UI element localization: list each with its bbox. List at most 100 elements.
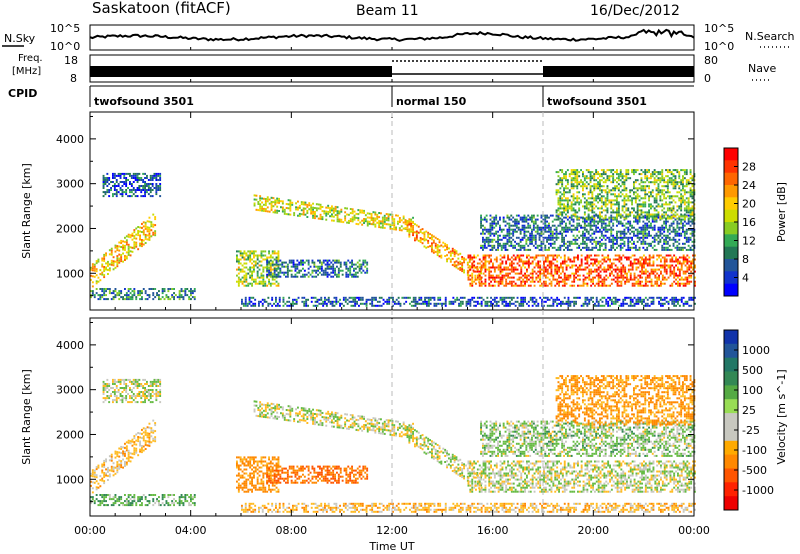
power-cell [637, 258, 640, 261]
power-cell [684, 282, 687, 285]
power-cell [644, 240, 647, 243]
power-cell [648, 187, 650, 190]
power-cell [250, 304, 253, 307]
power-cell [591, 238, 594, 241]
power-cell [641, 270, 643, 273]
power-cell [184, 294, 187, 297]
power-cell [572, 209, 575, 212]
power-cell [589, 205, 592, 208]
power-cell [691, 232, 694, 235]
power-cell [492, 284, 494, 287]
power-cell [661, 226, 664, 229]
power-cell [117, 183, 120, 185]
power-cell [665, 270, 668, 273]
power-cell [324, 296, 326, 299]
power-cell [310, 210, 313, 213]
power-cell [676, 191, 679, 194]
power-cell [523, 214, 526, 217]
power-cell [434, 250, 437, 253]
power-cell [546, 248, 548, 251]
power-cell [127, 243, 130, 246]
power-cell [500, 228, 503, 231]
power-cell [334, 271, 336, 274]
power-cell [488, 262, 491, 265]
power-cell [415, 230, 418, 233]
power-cell [506, 222, 509, 225]
power-cell [680, 222, 683, 225]
power-cell [331, 219, 333, 222]
power-cell [188, 290, 191, 293]
power-cell [592, 270, 594, 273]
power-cell [253, 266, 255, 269]
power-cell [648, 181, 650, 184]
power-cell [636, 189, 639, 192]
power-cell [493, 226, 496, 229]
power-cell [253, 278, 255, 281]
power-cell [363, 211, 365, 214]
power-cell [599, 175, 601, 178]
power-cell [467, 276, 470, 279]
power-cell [661, 209, 664, 212]
power-cell [552, 254, 555, 257]
power-cell [307, 271, 310, 274]
power-cell [567, 274, 570, 277]
power-cell [374, 219, 377, 222]
power-cell [343, 263, 346, 266]
power-cell [583, 234, 586, 237]
power-cell [555, 209, 558, 212]
power-cell [273, 278, 276, 281]
power-cell [480, 260, 483, 263]
power-cell [648, 280, 651, 283]
power-cell [488, 270, 491, 273]
power-cell [133, 247, 136, 250]
power-cell [268, 280, 270, 283]
power-cell [310, 204, 313, 207]
power-cell [522, 280, 525, 283]
power-cell [591, 248, 594, 251]
power-cell [247, 282, 250, 285]
power-cell [236, 258, 238, 261]
power-cell [576, 238, 579, 241]
power-cell [493, 266, 496, 269]
power-cell [551, 242, 554, 245]
power-cell [531, 220, 533, 223]
power-cell [307, 259, 310, 262]
power-cell [518, 256, 521, 259]
power-cell [588, 264, 591, 267]
power-cell [644, 284, 647, 287]
power-cell [544, 248, 547, 251]
power-cell [682, 242, 684, 245]
power-cell [277, 282, 280, 285]
power-cell [276, 209, 279, 212]
power-cell [136, 172, 139, 175]
power-cell [261, 209, 263, 212]
power-cell [360, 267, 363, 270]
power-cell [694, 284, 696, 287]
power-cell [631, 284, 634, 287]
power-cell [557, 183, 560, 186]
power-cell [521, 244, 524, 247]
power-cell [406, 220, 409, 223]
power-cell [512, 266, 515, 269]
power-cell [534, 242, 537, 245]
power-cell [287, 213, 290, 216]
power-cell [260, 264, 263, 267]
power-cell [247, 284, 250, 287]
power-cell [617, 211, 620, 214]
power-cell [319, 259, 321, 262]
power-cell [574, 240, 577, 243]
power-cell [642, 185, 645, 188]
power-cell [652, 262, 655, 265]
power-cell [683, 177, 686, 180]
power-cell [578, 191, 581, 194]
power-cell [576, 183, 579, 186]
power-cell [190, 298, 192, 301]
power-cell [395, 214, 397, 217]
power-cell [588, 254, 591, 257]
power-cell [281, 271, 284, 274]
power-cell [593, 179, 596, 182]
power-cell [131, 298, 134, 301]
power-cell [629, 232, 632, 235]
power-cell [315, 275, 318, 278]
power-cell [336, 210, 339, 213]
